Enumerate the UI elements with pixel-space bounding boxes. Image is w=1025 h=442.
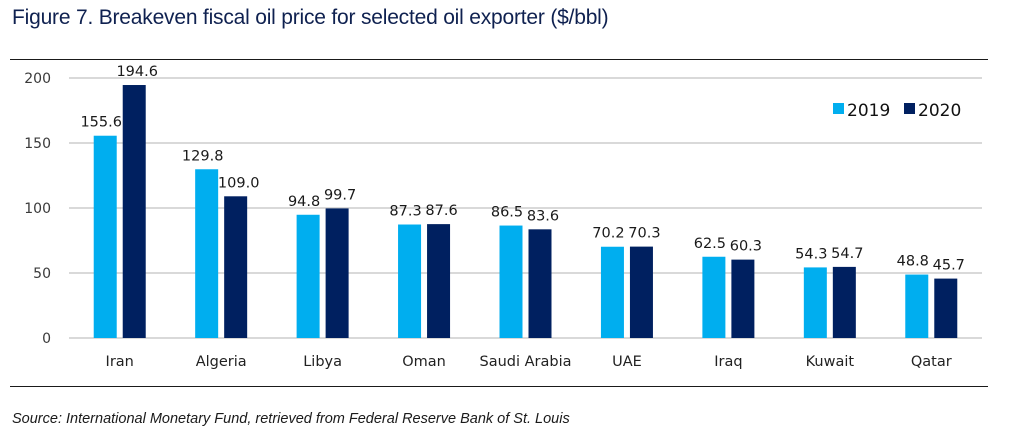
- legend-swatch-2020: [904, 103, 915, 114]
- bar-2019: [398, 224, 422, 338]
- x-category-label: UAE: [612, 354, 642, 370]
- bar-2019: [195, 169, 219, 338]
- bar-2020: [224, 196, 248, 338]
- data-label-2019: 62.5: [694, 236, 726, 252]
- bar-2020: [528, 229, 552, 338]
- data-label-2020: 194.6: [116, 64, 158, 80]
- x-axis-categories: Iran Algeria Libya Oman Saudi Arabia UAE Iraq K…: [106, 354, 952, 370]
- source-note: Source: International Monetary Fund, ret…: [12, 411, 570, 427]
- bars: [93, 85, 958, 339]
- data-label-2020: 99.7: [324, 187, 356, 203]
- x-category-label: Oman: [402, 354, 446, 370]
- x-category-label: Iraq: [714, 354, 742, 370]
- chart-title: Figure 7. Breakeven fiscal oil price for…: [12, 6, 609, 29]
- data-label-2019: 70.2: [592, 226, 624, 242]
- x-category-label: Iran: [106, 354, 134, 370]
- data-label-2019: 54.3: [795, 246, 827, 262]
- bar-2019: [499, 225, 523, 338]
- x-category-label: Algeria: [196, 354, 247, 370]
- y-tick-label: 0: [42, 331, 51, 347]
- bar-2020: [934, 278, 958, 338]
- y-tick-label: 50: [33, 266, 51, 282]
- bar-2019: [93, 135, 117, 338]
- bar-2020: [122, 85, 146, 339]
- bottom-divider: [10, 386, 988, 387]
- bar-2020: [731, 259, 755, 338]
- y-tick-label: 150: [24, 136, 51, 152]
- data-label-2020: 109.0: [218, 175, 260, 191]
- bar-2020: [629, 246, 653, 338]
- x-category-label: Qatar: [911, 354, 952, 370]
- x-category-label: Kuwait: [806, 354, 855, 370]
- data-label-2019: 129.8: [182, 148, 224, 164]
- legend: 2019 2020: [833, 101, 961, 121]
- bar-2020: [427, 224, 451, 338]
- data-label-2020: 45.7: [933, 258, 965, 274]
- legend-swatch-2019: [833, 103, 844, 114]
- data-label-2020: 83.6: [527, 208, 559, 224]
- data-label-2019: 155.6: [80, 115, 122, 131]
- data-label-2019: 94.8: [288, 194, 320, 210]
- legend-label-2020: 2020: [918, 101, 961, 121]
- data-labels: 155.6 194.6 129.8 109.0 94.8 99.7 87.3 87.6 86.5…: [80, 64, 964, 274]
- bar-2020: [832, 266, 856, 338]
- bar-2019: [702, 256, 726, 338]
- gridlines: [69, 77, 982, 339]
- data-label-2020: 87.6: [425, 203, 457, 219]
- data-label-2020: 54.7: [831, 246, 863, 262]
- y-tick-label: 200: [24, 71, 51, 87]
- data-label-2020: 70.3: [628, 226, 660, 242]
- x-category-label: Saudi Arabia: [479, 354, 571, 370]
- data-label-2019: 87.3: [389, 204, 421, 220]
- bar-2019: [600, 246, 624, 338]
- bar-2019: [905, 274, 929, 338]
- data-label-2020: 60.3: [730, 239, 762, 255]
- bar-2020: [325, 208, 349, 338]
- y-tick-label: 100: [24, 201, 51, 217]
- data-label-2019: 48.8: [897, 254, 929, 270]
- bar-2019: [296, 214, 320, 338]
- data-label-2019: 86.5: [491, 205, 523, 221]
- legend-label-2019: 2019: [847, 101, 890, 121]
- top-divider: [10, 59, 988, 60]
- bar-2019: [803, 267, 827, 338]
- y-axis-ticks: 0 50 100 150 200: [24, 71, 51, 347]
- x-category-label: Libya: [303, 354, 342, 370]
